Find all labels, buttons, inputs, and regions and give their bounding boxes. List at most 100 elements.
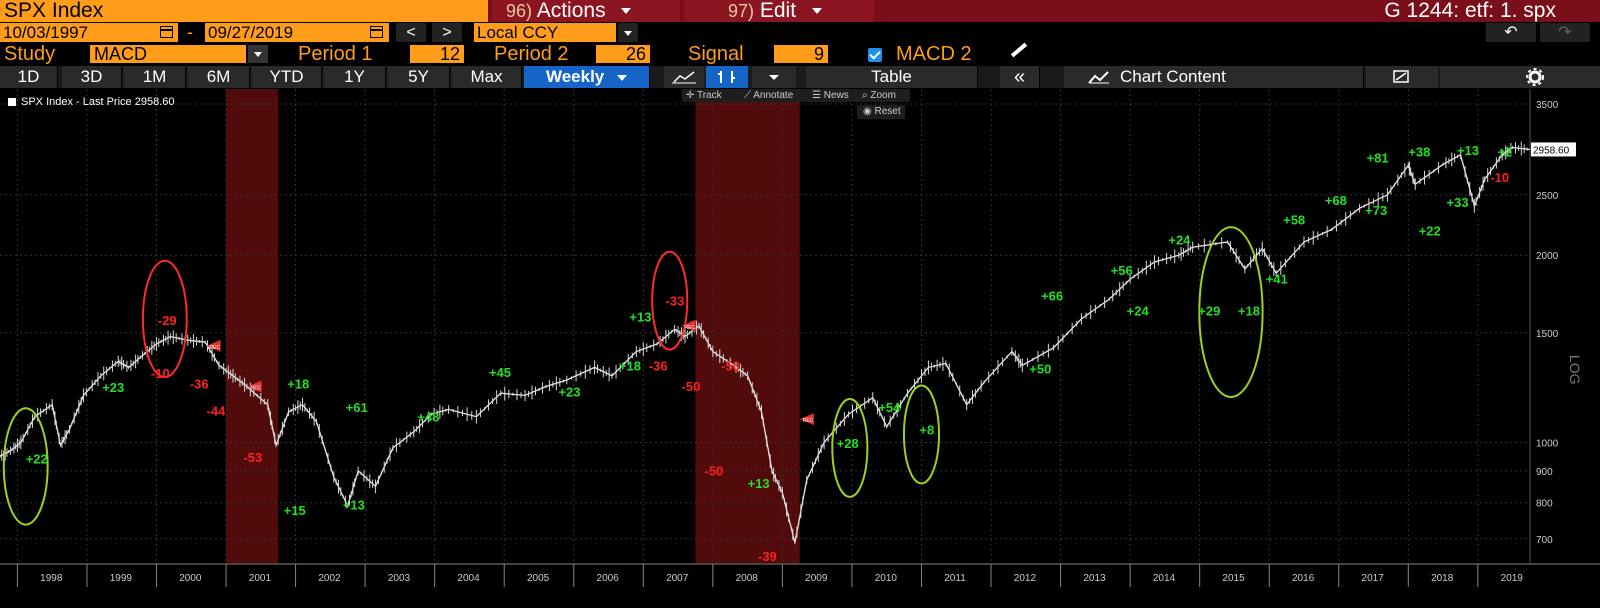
chart-type-dropdown[interactable] <box>752 66 796 88</box>
zoom-tool[interactable]: ⌕ Zoom <box>858 89 910 102</box>
macd-annotation: -36 <box>190 377 209 392</box>
rec-marker <box>681 319 696 332</box>
x-tick-label: 2006 <box>597 573 620 584</box>
macd-annotation: +54 <box>878 400 901 415</box>
calendar-icon[interactable] <box>160 26 173 38</box>
redo-button[interactable]: ↷ <box>1540 23 1590 42</box>
period-button[interactable]: 1Y <box>324 66 386 88</box>
annotate-icon: ⟋ <box>744 90 754 101</box>
chevron-down-icon[interactable] <box>248 45 268 63</box>
end-date-field[interactable]: 09/27/2019 <box>205 23 389 42</box>
macd-annotation: +38 <box>1408 145 1430 160</box>
rec-marker <box>206 339 221 352</box>
y-tick-label: 700 <box>1536 535 1553 546</box>
signal-label: Signal <box>688 43 744 65</box>
x-tick-label: 2004 <box>457 573 480 584</box>
x-tick-label: 2001 <box>249 573 272 584</box>
undo-button[interactable]: ↶ <box>1486 23 1536 42</box>
y-tick-label: 1500 <box>1536 329 1559 340</box>
price-chart[interactable]: 700 800 900 1000 1500 2000 2500 3500 1998 1999 200… <box>0 89 1600 603</box>
actions-label: Actions <box>536 0 606 22</box>
chart-content-label: Chart Content <box>1120 67 1226 86</box>
track-icon: ✛ <box>686 90 697 101</box>
macd-annotation: -50 <box>721 359 740 374</box>
pencil-icon[interactable] <box>1010 42 1028 58</box>
start-date: 10/03/1997 <box>3 23 89 42</box>
zoom-label: Zoom <box>870 90 896 101</box>
macd-annotation: +61 <box>346 400 368 415</box>
rec-marker <box>247 380 262 393</box>
period-button[interactable]: YTD <box>252 66 322 88</box>
line-chart-icon[interactable] <box>664 66 704 88</box>
chart-content-button[interactable]: Chart Content <box>1064 66 1364 88</box>
collapse-button[interactable]: « <box>1000 66 1040 88</box>
macd-annotation: +58 <box>1283 213 1305 228</box>
x-tick-label: 2018 <box>1431 573 1454 584</box>
macd-annotation: +2 <box>1497 145 1512 160</box>
period-button[interactable]: 1D <box>0 66 58 88</box>
zoom-icon: ⌕ <box>862 90 871 101</box>
legend-text: SPX Index - Last Price 2958.60 <box>21 96 175 108</box>
x-tick-label: 2007 <box>666 573 689 584</box>
calendar-icon[interactable] <box>370 26 383 38</box>
frequency-select[interactable]: Weekly <box>524 66 650 88</box>
period-button[interactable]: 6M <box>188 66 250 88</box>
macd-annotation: -10 <box>151 366 170 381</box>
edit-chart-icon[interactable] <box>1366 66 1438 88</box>
track-tool[interactable]: ✛ Track <box>682 89 740 102</box>
table-button[interactable]: Table <box>806 66 978 88</box>
annotate-label: Annotate <box>753 90 794 101</box>
actions-menu[interactable]: 96) Actions <box>492 0 680 22</box>
chart-legend: SPX Index - Last Price 2958.60 <box>8 96 174 108</box>
x-tick-label: 2019 <box>1501 573 1524 584</box>
x-tick-label: 2000 <box>179 573 202 584</box>
currency-select[interactable]: Local CCY <box>474 23 616 42</box>
macd2-checkbox[interactable] <box>868 48 882 62</box>
macd-annotation: +45 <box>489 365 511 380</box>
next-button[interactable]: > <box>432 23 462 42</box>
gear-icon[interactable] <box>1526 68 1544 86</box>
period-button[interactable]: 3D <box>62 66 122 88</box>
macd-annotation: +23 <box>558 385 580 400</box>
x-tick-label: 2008 <box>736 573 759 584</box>
macd-annotation: +13 <box>748 476 770 491</box>
macd-annotation: +13 <box>629 309 651 324</box>
study-select[interactable]: MACD <box>90 45 246 63</box>
x-tick-label: 2013 <box>1083 573 1106 584</box>
macd-annotation: -50 <box>704 463 723 478</box>
end-date: 09/27/2019 <box>208 23 294 42</box>
prev-button[interactable]: < <box>396 23 426 42</box>
security-field[interactable]: SPX Index <box>0 0 488 22</box>
period-button[interactable]: 1M <box>124 66 186 88</box>
edit-menu[interactable]: 97) Edit <box>684 0 874 22</box>
annotate-tool[interactable]: ⟋ Annotate <box>740 89 808 102</box>
edit-label: Edit <box>759 0 797 22</box>
edit-number: 97) <box>728 1 755 21</box>
study-bar: Study MACD Period 1 12 Period 2 26 Signa… <box>0 42 1600 65</box>
y-tick-label: 2500 <box>1536 191 1559 202</box>
period1-input[interactable]: 12 <box>410 45 464 63</box>
reset-button[interactable]: ◉ Reset <box>857 105 905 119</box>
rec-marker-text: REC <box>685 325 696 331</box>
period-button[interactable]: 5Y <box>388 66 450 88</box>
settings-area <box>1440 66 1600 88</box>
start-date-field[interactable]: 10/03/1997 <box>0 23 178 42</box>
actions-number: 96) <box>506 1 533 21</box>
x-tick-label: 2009 <box>805 573 828 584</box>
x-tick-label: 1999 <box>110 573 133 584</box>
macd-annotation: +48 <box>417 410 439 425</box>
macd-annotation: +13 <box>343 498 365 513</box>
macd-annotation: +15 <box>284 503 306 518</box>
macd-annotation: +22 <box>26 451 48 466</box>
signal-input[interactable]: 9 <box>774 45 828 63</box>
study-label: Study <box>4 43 56 65</box>
macd-annotation: +68 <box>1325 193 1347 208</box>
period2-input[interactable]: 26 <box>596 45 650 63</box>
bar-chart-icon[interactable] <box>706 66 748 88</box>
x-tick-label: 2003 <box>388 573 411 584</box>
period-button[interactable]: Max <box>452 66 522 88</box>
news-tool[interactable]: ☰ News <box>808 89 858 102</box>
macd-annotation: -39 <box>758 549 777 564</box>
chevron-down-icon[interactable] <box>618 23 638 42</box>
macd-annotation: -36 <box>649 359 668 374</box>
